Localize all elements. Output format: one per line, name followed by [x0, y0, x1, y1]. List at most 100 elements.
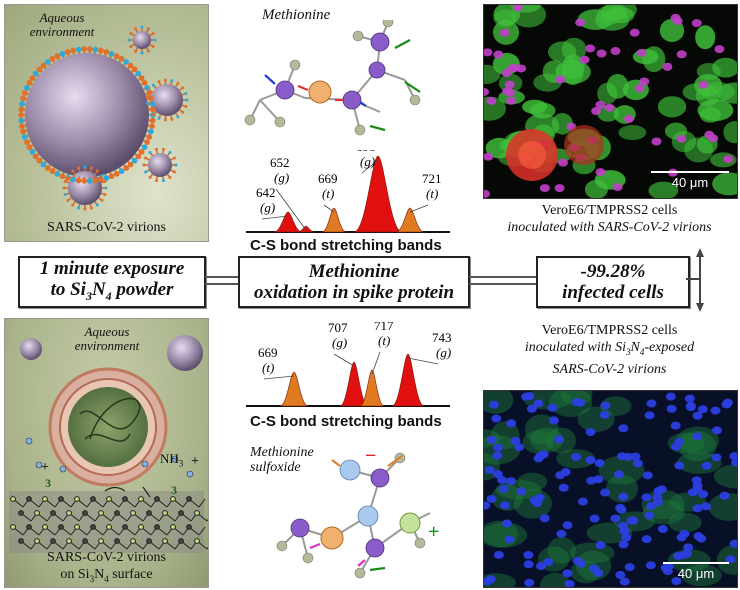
oxygen-atom-1: [339, 459, 361, 481]
carbon-atom-1: [370, 32, 390, 52]
aqueous-env-label-2: Aqueous environment: [67, 325, 147, 353]
peak-leader-721: [409, 204, 429, 213]
micrograph-infected-caption: VeroE6/TMPRSS2 cells inoculated with SAR…: [483, 202, 736, 236]
ammonia-molecules: [25, 437, 194, 478]
methionine-molecule: [244, 20, 421, 136]
peak-label-717: 717: [374, 322, 394, 333]
methionine-title: Methionine: [262, 7, 331, 23]
peak-leader-642: [261, 215, 289, 220]
oxidation-line1: Methionine: [308, 261, 400, 282]
surface-caption-sub2: 4: [104, 573, 109, 584]
positive-charge: +: [428, 521, 439, 543]
peak-mode-721: (t): [426, 186, 438, 201]
sulfur-atom: [308, 80, 332, 104]
arrow-down-icon: [696, 303, 704, 312]
surface-caption-prefix: on Si: [60, 567, 90, 582]
carbon-atom-c: [365, 538, 385, 558]
sulfoxide-bands-label: C-S bond stretching bands: [250, 413, 442, 430]
sulfoxide-title-line1: Methionine: [250, 445, 314, 460]
cut-virion: [48, 367, 168, 487]
scale-bar-line-top: [651, 171, 729, 173]
small-virion-right: [167, 335, 203, 371]
plus-sign-2: +: [191, 454, 199, 469]
peak-label-669: 669: [318, 171, 338, 186]
small-virion-2: [151, 84, 183, 116]
exposure-sub1: 3: [85, 288, 92, 303]
peak-mode-669: (t): [262, 360, 274, 375]
exposed-caption-line2: inoculated with Si3N4-exposed: [483, 339, 736, 361]
peak-label-669: 669: [258, 345, 278, 360]
micrograph-infected-image: [484, 5, 737, 198]
carbon-atom-b: [290, 518, 310, 538]
carbon-atom-4: [275, 80, 295, 100]
oxygen-atom-2: [357, 505, 379, 527]
scale-bar-line-bottom: [663, 562, 729, 564]
exposed-caption-line1: VeroE6/TMPRSS2 cells: [541, 323, 678, 338]
aqueous-label2-line1: Aqueous: [84, 324, 130, 339]
oxidation-box: Methionine oxidation in spike protein: [238, 256, 470, 308]
oxidation-line2: oxidation in spike protein: [253, 282, 455, 303]
micrograph-infected: 40 μm: [483, 4, 738, 199]
aqueous-env-label: Aqueous environment: [27, 11, 97, 39]
carbon-atom-3: [342, 90, 362, 110]
aqueous-label-line2: environment: [29, 24, 95, 39]
branch-arrows: [686, 248, 704, 312]
peak-mode-698: (g): [360, 154, 375, 169]
silanol-label-1: 3: [45, 476, 51, 490]
sulfur-atom-2: [320, 526, 344, 550]
exposed-caption-sub1: 3: [626, 346, 631, 357]
exposure-prefix: to Si: [50, 278, 86, 300]
micrograph-exposed-image: [484, 391, 737, 587]
sulfoxide-molecule: − +: [276, 448, 439, 579]
aqueous-label2-line2: environment: [74, 338, 140, 353]
peak-label-707: 707: [328, 322, 348, 335]
nh3-text: NH: [160, 451, 179, 466]
exposure-sub2: 4: [105, 288, 112, 303]
exposure-suffix: powder: [111, 278, 174, 300]
peak-label-721: 721: [422, 171, 442, 186]
surface-caption: SARS-CoV-2 virions on Si3N4 surface: [5, 549, 208, 587]
peak-743: [391, 353, 425, 407]
peak-669: [279, 371, 309, 407]
carbon-atom-2: [368, 61, 386, 79]
connector-2: [469, 276, 536, 285]
peak-721: [395, 207, 425, 233]
nh3-subscript: 3: [178, 458, 184, 469]
peak-leader-698: [361, 159, 379, 174]
result-line1: -99.28%: [580, 261, 646, 282]
peak-642: [273, 211, 303, 233]
scale-bar-label-bottom: 40 μm: [677, 566, 715, 581]
carbon-atom-a: [370, 468, 390, 488]
nitrogen-atom: [399, 512, 421, 534]
exposed-caption-prefix: inoculated with Si: [524, 340, 626, 355]
virions-aqueous-panel: Aqueous environment SARS-CoV-2 virions: [4, 4, 209, 242]
peak-leader-707: [333, 353, 355, 367]
peak-mode-743: (g): [436, 345, 451, 360]
peak-label-652: 652: [270, 155, 290, 170]
nh3-label: NH3: [160, 451, 183, 469]
negative-charge: −: [365, 448, 376, 467]
exposure-box: 1 minute exposure to Si3N4 powder: [18, 256, 206, 308]
surface-caption-line2: on Si3N4 surface: [5, 566, 208, 587]
surface-caption-line1: SARS-CoV-2 virions: [47, 550, 166, 565]
methionine-bands-label: C-S bond stretching bands: [250, 237, 442, 254]
infected-caption-line1: VeroE6/TMPRSS2 cells: [541, 203, 678, 218]
small-virion-3: [148, 153, 172, 177]
surface-caption-mid: N: [94, 567, 105, 582]
exposure-mid: N: [91, 278, 106, 300]
virions-illustration: [18, 25, 189, 211]
sulfoxide-title: Methionine sulfoxide: [250, 445, 314, 475]
peak-leader-717: [371, 351, 381, 375]
micrograph-exposed: 40 μm: [483, 390, 738, 588]
arrow-up-icon: [696, 248, 704, 257]
peak-label-698: 698: [356, 150, 376, 154]
exposed-caption-mid: N: [630, 340, 640, 355]
peak-leader-669: [323, 204, 335, 213]
infected-caption-line2: inoculated with SARS-CoV-2 virions: [507, 220, 712, 235]
reaction-arrow: [104, 486, 126, 492]
surface-caption-suffix: surface: [108, 567, 153, 582]
virions-caption: SARS-CoV-2 virions: [47, 220, 166, 235]
peak-mode-707: (g): [332, 335, 347, 350]
small-virion-1: [133, 31, 151, 49]
peak-label-743: 743: [432, 330, 452, 345]
